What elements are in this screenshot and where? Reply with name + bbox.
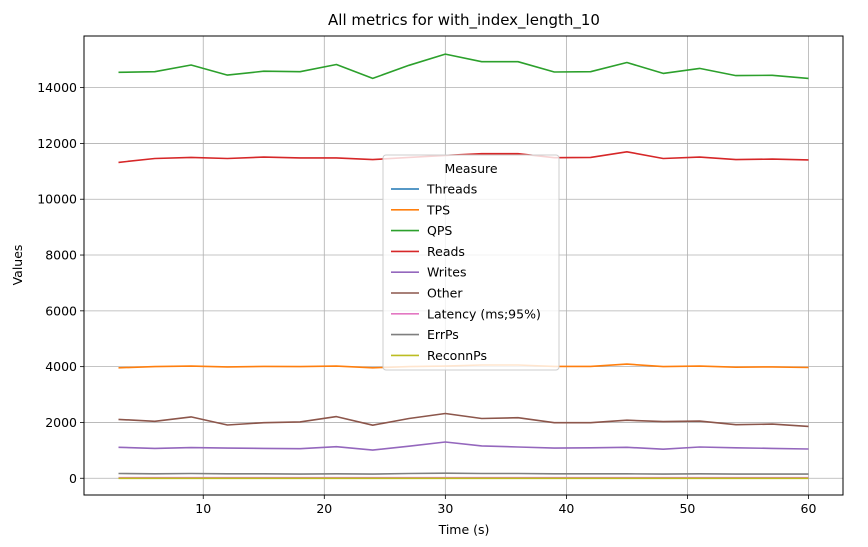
x-tick-label: 60 (801, 501, 817, 516)
series-line-qps (118, 53, 809, 80)
series-line-errps (118, 472, 809, 475)
grid (84, 36, 843, 495)
y-tick-label: 10000 (37, 192, 77, 207)
y-tick-label: 4000 (45, 359, 77, 374)
legend-entry-label: TPS (426, 202, 450, 217)
legend-entry-label: Threads (426, 182, 477, 197)
y-tick-label: 6000 (45, 303, 77, 318)
legend-title: Measure (444, 161, 497, 176)
legend-entry-label: Reads (427, 244, 465, 259)
series-line-other (118, 412, 809, 428)
legend-box (382, 154, 560, 371)
y-tick-label: 0 (69, 471, 77, 486)
x-axis-label: Time (s) (438, 522, 490, 537)
legend-entry-label: Writes (427, 265, 467, 280)
legend-entry-label: QPS (427, 223, 452, 238)
y-tick-label: 8000 (45, 248, 77, 263)
axis-ticks: 10 20 30 40 50 60 0 2000 4000 6000 8000 10000 12000 1… (37, 80, 816, 516)
legend: Measure Threads TPS QPS Reads Writes Other Lat… (382, 154, 560, 371)
x-tick-label: 50 (679, 501, 695, 516)
series-line-writes (118, 441, 809, 451)
legend-entry-label: Other (427, 286, 463, 301)
x-tick-label: 30 (437, 501, 453, 516)
x-tick-label: 40 (558, 501, 574, 516)
x-tick-label: 20 (316, 501, 332, 516)
y-tick-label: 12000 (37, 136, 77, 151)
legend-entry-label: ErrPs (427, 327, 459, 342)
y-axis-label: Values (10, 245, 25, 286)
plot-area-frame (83, 35, 844, 496)
chart-title: All metrics for with_index_length_10 (328, 11, 600, 30)
legend-entry-label: Latency (ms;95%) (427, 306, 541, 321)
legend-entry-label: ReconnPs (427, 348, 487, 363)
x-tick-label: 10 (195, 501, 211, 516)
y-tick-label: 14000 (37, 80, 77, 95)
y-tick-label: 2000 (45, 415, 77, 430)
